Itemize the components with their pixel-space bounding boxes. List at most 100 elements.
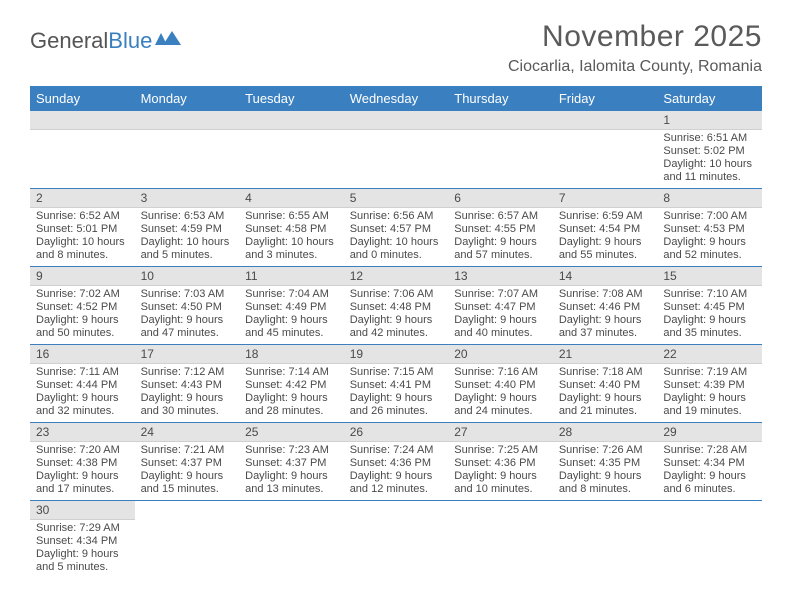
- day-details: Sunrise: 7:08 AMSunset: 4:46 PMDaylight:…: [553, 286, 658, 344]
- sunset-line: Sunset: 4:47 PM: [454, 301, 547, 314]
- day-details: Sunrise: 7:12 AMSunset: 4:43 PMDaylight:…: [135, 364, 240, 422]
- day-details: Sunrise: 7:07 AMSunset: 4:47 PMDaylight:…: [448, 286, 553, 344]
- day-details: Sunrise: 6:53 AMSunset: 4:59 PMDaylight:…: [135, 208, 240, 266]
- sunrise-line: Sunrise: 6:57 AM: [454, 210, 547, 223]
- sunrise-line: Sunrise: 7:11 AM: [36, 366, 129, 379]
- sunrise-line: Sunrise: 7:14 AM: [245, 366, 338, 379]
- sunset-line: Sunset: 4:46 PM: [559, 301, 652, 314]
- day-details: Sunrise: 7:02 AMSunset: 4:52 PMDaylight:…: [30, 286, 135, 344]
- sunset-line: Sunset: 4:41 PM: [350, 379, 443, 392]
- day-number: 13: [448, 267, 553, 286]
- sunrise-line: Sunrise: 7:18 AM: [559, 366, 652, 379]
- sunset-line: Sunset: 4:34 PM: [36, 535, 129, 548]
- day-details: Sunrise: 6:59 AMSunset: 4:54 PMDaylight:…: [553, 208, 658, 266]
- calendar-cell: [657, 501, 762, 579]
- day-number: 24: [135, 423, 240, 442]
- day-number-empty: [135, 111, 240, 130]
- day-number: 12: [344, 267, 449, 286]
- sunset-line: Sunset: 4:36 PM: [350, 457, 443, 470]
- sunset-line: Sunset: 4:59 PM: [141, 223, 234, 236]
- calendar-cell: 9Sunrise: 7:02 AMSunset: 4:52 PMDaylight…: [30, 267, 135, 345]
- day-number: 29: [657, 423, 762, 442]
- sunrise-line: Sunrise: 7:07 AM: [454, 288, 547, 301]
- day-number: 9: [30, 267, 135, 286]
- sunset-line: Sunset: 4:34 PM: [663, 457, 756, 470]
- calendar-row: 30Sunrise: 7:29 AMSunset: 4:34 PMDayligh…: [30, 501, 762, 579]
- calendar-row: 2Sunrise: 6:52 AMSunset: 5:01 PMDaylight…: [30, 189, 762, 267]
- day-number-empty: [239, 111, 344, 130]
- day-number: 6: [448, 189, 553, 208]
- logo: GeneralBlue: [30, 28, 181, 54]
- calendar-cell: 10Sunrise: 7:03 AMSunset: 4:50 PMDayligh…: [135, 267, 240, 345]
- daylight-line: Daylight: 9 hours and 13 minutes.: [245, 470, 338, 496]
- calendar-cell: 25Sunrise: 7:23 AMSunset: 4:37 PMDayligh…: [239, 423, 344, 501]
- calendar-page: GeneralBlue November 2025 Ciocarlia, Ial…: [0, 0, 792, 598]
- sunset-line: Sunset: 4:43 PM: [141, 379, 234, 392]
- daylight-line: Daylight: 10 hours and 8 minutes.: [36, 236, 129, 262]
- day-number: 2: [30, 189, 135, 208]
- day-number: 21: [553, 345, 658, 364]
- day-number: 11: [239, 267, 344, 286]
- day-number: 5: [344, 189, 449, 208]
- day-number: 15: [657, 267, 762, 286]
- sunrise-line: Sunrise: 7:12 AM: [141, 366, 234, 379]
- sunrise-line: Sunrise: 7:04 AM: [245, 288, 338, 301]
- day-number: 30: [30, 501, 135, 520]
- calendar-cell: [30, 111, 135, 189]
- sunrise-line: Sunrise: 7:19 AM: [663, 366, 756, 379]
- weekday-header: Tuesday: [239, 86, 344, 111]
- day-number: 20: [448, 345, 553, 364]
- day-details: Sunrise: 7:25 AMSunset: 4:36 PMDaylight:…: [448, 442, 553, 500]
- day-number: 4: [239, 189, 344, 208]
- calendar-cell: 13Sunrise: 7:07 AMSunset: 4:47 PMDayligh…: [448, 267, 553, 345]
- calendar-cell: 28Sunrise: 7:26 AMSunset: 4:35 PMDayligh…: [553, 423, 658, 501]
- day-number: 10: [135, 267, 240, 286]
- day-number: 25: [239, 423, 344, 442]
- day-number: 3: [135, 189, 240, 208]
- day-details: Sunrise: 7:28 AMSunset: 4:34 PMDaylight:…: [657, 442, 762, 500]
- daylight-line: Daylight: 10 hours and 5 minutes.: [141, 236, 234, 262]
- header: GeneralBlue November 2025 Ciocarlia, Ial…: [30, 20, 762, 76]
- sunset-line: Sunset: 4:58 PM: [245, 223, 338, 236]
- calendar-cell: 19Sunrise: 7:15 AMSunset: 4:41 PMDayligh…: [344, 345, 449, 423]
- sunrise-line: Sunrise: 7:23 AM: [245, 444, 338, 457]
- daylight-line: Daylight: 10 hours and 11 minutes.: [663, 158, 756, 184]
- daylight-line: Daylight: 9 hours and 21 minutes.: [559, 392, 652, 418]
- calendar-cell: 20Sunrise: 7:16 AMSunset: 4:40 PMDayligh…: [448, 345, 553, 423]
- day-number: 14: [553, 267, 658, 286]
- sunrise-line: Sunrise: 6:56 AM: [350, 210, 443, 223]
- day-number-empty: [30, 111, 135, 130]
- daylight-line: Daylight: 9 hours and 32 minutes.: [36, 392, 129, 418]
- day-number-empty: [553, 111, 658, 130]
- daylight-line: Daylight: 9 hours and 15 minutes.: [141, 470, 234, 496]
- day-details: Sunrise: 7:24 AMSunset: 4:36 PMDaylight:…: [344, 442, 449, 500]
- sunset-line: Sunset: 4:40 PM: [559, 379, 652, 392]
- sunrise-line: Sunrise: 6:59 AM: [559, 210, 652, 223]
- day-number: 22: [657, 345, 762, 364]
- calendar-row: 16Sunrise: 7:11 AMSunset: 4:44 PMDayligh…: [30, 345, 762, 423]
- month-title: November 2025: [508, 20, 762, 54]
- day-number-empty: [448, 111, 553, 130]
- sunset-line: Sunset: 5:01 PM: [36, 223, 129, 236]
- weekday-header: Friday: [553, 86, 658, 111]
- calendar-cell: 23Sunrise: 7:20 AMSunset: 4:38 PMDayligh…: [30, 423, 135, 501]
- calendar-cell: 16Sunrise: 7:11 AMSunset: 4:44 PMDayligh…: [30, 345, 135, 423]
- calendar-cell: 15Sunrise: 7:10 AMSunset: 4:45 PMDayligh…: [657, 267, 762, 345]
- sunrise-line: Sunrise: 7:20 AM: [36, 444, 129, 457]
- day-details: Sunrise: 7:06 AMSunset: 4:48 PMDaylight:…: [344, 286, 449, 344]
- sunrise-line: Sunrise: 7:06 AM: [350, 288, 443, 301]
- sunrise-line: Sunrise: 6:53 AM: [141, 210, 234, 223]
- day-details: Sunrise: 7:18 AMSunset: 4:40 PMDaylight:…: [553, 364, 658, 422]
- sunset-line: Sunset: 4:55 PM: [454, 223, 547, 236]
- sunset-line: Sunset: 4:50 PM: [141, 301, 234, 314]
- daylight-line: Daylight: 9 hours and 37 minutes.: [559, 314, 652, 340]
- day-number-empty: [344, 111, 449, 130]
- daylight-line: Daylight: 9 hours and 28 minutes.: [245, 392, 338, 418]
- calendar-cell: 7Sunrise: 6:59 AMSunset: 4:54 PMDaylight…: [553, 189, 658, 267]
- logo-text-2: Blue: [108, 28, 152, 54]
- location: Ciocarlia, Ialomita County, Romania: [508, 58, 762, 76]
- day-number: 7: [553, 189, 658, 208]
- daylight-line: Daylight: 9 hours and 45 minutes.: [245, 314, 338, 340]
- day-number: 17: [135, 345, 240, 364]
- sunset-line: Sunset: 4:44 PM: [36, 379, 129, 392]
